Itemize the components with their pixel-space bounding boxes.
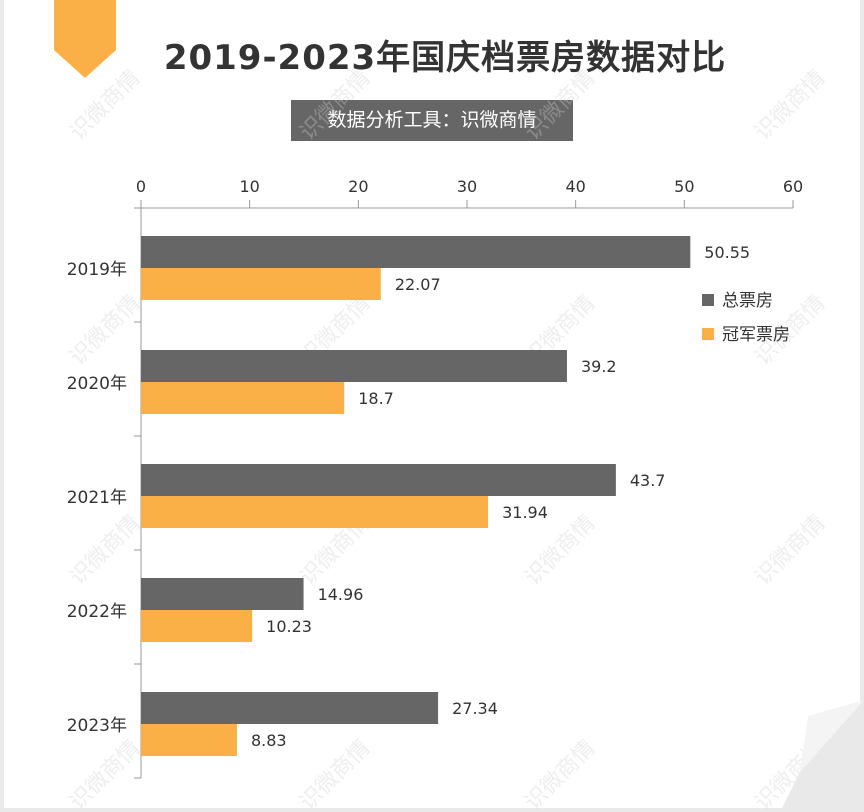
data-label: 31.94 [502, 503, 548, 522]
data-label: 43.7 [630, 471, 666, 490]
x-tick-label: 30 [457, 177, 477, 196]
x-tick-label: 40 [565, 177, 585, 196]
bookmark-ribbon-shape [54, 0, 116, 78]
category-label: 2019年 [67, 260, 127, 280]
bar-total [141, 350, 567, 382]
bookmark-ribbon-icon [54, 0, 116, 78]
chart-title: 2019-2023年国庆档票房数据对比 [163, 38, 727, 78]
bar-total [141, 692, 439, 724]
x-tick-label: 50 [674, 177, 694, 196]
data-label: 39.2 [581, 357, 617, 376]
data-label: 10.23 [266, 617, 312, 636]
category-label: 2023年 [67, 716, 127, 736]
data-label: 22.07 [395, 275, 441, 294]
category-label: 2021年 [67, 488, 127, 508]
category-label: 2022年 [67, 602, 127, 622]
category-label: 2020年 [67, 374, 127, 394]
legend-swatch [702, 328, 714, 340]
data-label: 8.83 [251, 731, 287, 750]
data-label: 27.34 [452, 699, 498, 718]
page-curl-shadow [780, 700, 864, 812]
x-tick-label: 10 [239, 177, 259, 196]
chart-subtitle: 数据分析工具：识微商情 [291, 100, 573, 141]
bar-champion [141, 382, 345, 414]
bar-champion [141, 610, 253, 642]
data-label: 14.96 [318, 585, 364, 604]
data-label: 50.55 [704, 243, 750, 262]
legend-label: 冠军票房 [722, 325, 790, 345]
x-tick-label: 20 [348, 177, 368, 196]
legend-swatch [702, 294, 714, 306]
data-label: 18.7 [358, 389, 394, 408]
page-curl-flap [800, 700, 864, 772]
bar-champion [141, 496, 489, 528]
bars-layer [141, 236, 691, 756]
data-labels-layer: 2019年 50.55 22.07 2020年 39.2 18.7 2021年 43.7 31.… [67, 243, 750, 750]
bar-champion [141, 724, 237, 756]
bar-total [141, 578, 304, 610]
x-tick-label: 60 [783, 177, 803, 196]
x-tick-label: 0 [136, 177, 146, 196]
bar-total [141, 236, 691, 268]
bar-total [141, 464, 616, 496]
legend-label: 总票房 [722, 291, 773, 311]
bar-champion [141, 268, 381, 300]
